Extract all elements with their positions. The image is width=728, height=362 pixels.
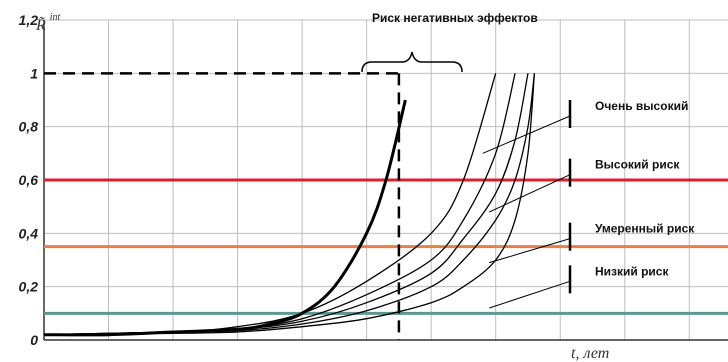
series-curve-4: [43, 73, 536, 336]
chart-title: Риск негативных эффектов: [372, 11, 538, 25]
annotation-leader-2: [489, 238, 571, 264]
annotation-label-0: Очень высокий: [595, 99, 688, 113]
annotation-leader-0: [482, 115, 571, 154]
annotation-leader-1: [489, 174, 571, 213]
x-axis-label: t, лет: [571, 345, 609, 362]
y-axis-label: R̃ int: [35, 12, 61, 34]
series-curve-3: [43, 73, 529, 336]
y-tick-label-2: 0,4: [19, 225, 39, 241]
annotation-label-1: Высокий риск: [595, 158, 680, 172]
y-tick-label-5: 1: [30, 65, 38, 81]
y-tick-label-1: 0,2: [19, 279, 39, 295]
reference-lines: [44, 72, 401, 340]
series-curve-5: [43, 73, 536, 336]
y-tick-label-6: 1,2: [19, 12, 39, 28]
series-curve-1: [43, 73, 497, 336]
annotation-label-2: Умеренный риск: [595, 222, 695, 236]
annotation-leader-3: [489, 280, 571, 309]
y-tick-label-4: 0,8: [19, 119, 39, 135]
series-curve-0: [43, 99, 407, 337]
y-tick-labels: 0 0,2 0,4 0,6 0,8 1 1,2: [19, 12, 39, 348]
risk-brace: [361, 51, 463, 73]
annotation-label-3: Низкий риск: [595, 264, 669, 278]
y-tick-label-0: 0: [30, 332, 38, 348]
series-curve-2: [43, 73, 516, 336]
y-axis-label-main: R̃: [35, 16, 46, 34]
series-group: [43, 73, 536, 337]
y-axis-label-superscript: int: [50, 12, 61, 23]
threshold-lines: [44, 178, 728, 315]
annotations: Очень высокий Высокий риск Умеренный риск Н…: [482, 99, 695, 309]
y-tick-label-3: 0,6: [19, 172, 39, 188]
